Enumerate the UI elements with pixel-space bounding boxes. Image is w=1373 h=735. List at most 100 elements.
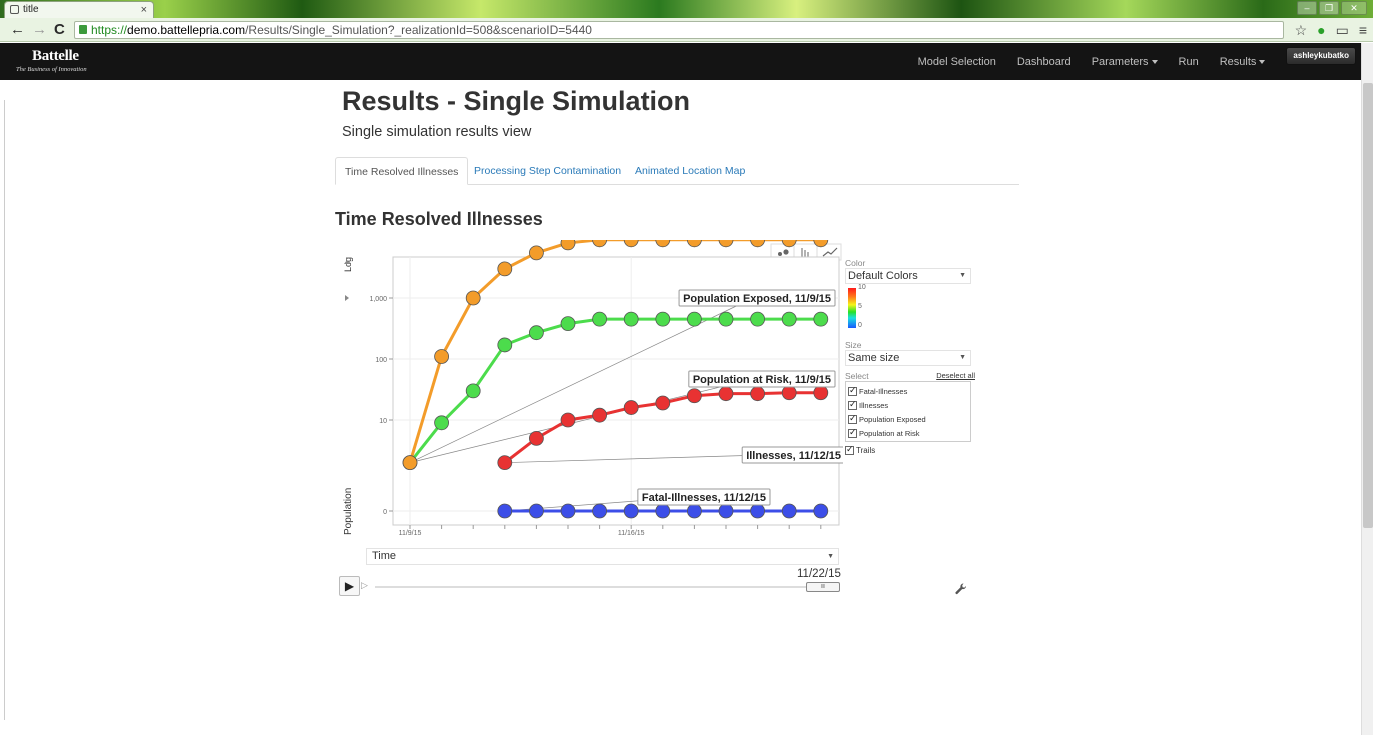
data-point <box>687 240 702 248</box>
play-button[interactable]: ▶ <box>339 576 360 596</box>
checkbox[interactable] <box>848 399 857 410</box>
data-point <box>623 400 639 415</box>
data-point <box>781 503 797 519</box>
bookmark-star-icon[interactable]: ☆ <box>1294 22 1308 38</box>
caret-down-icon <box>1151 59 1158 64</box>
list-item[interactable]: Population Exposed <box>848 412 970 426</box>
nav-results[interactable]: Results <box>1220 56 1266 68</box>
data-point <box>560 503 576 519</box>
y-axis-arrow-icon <box>345 295 349 301</box>
maximize-icon[interactable]: ❐ <box>1319 1 1339 15</box>
data-point <box>781 311 797 327</box>
size-select[interactable]: Same size ▼ <box>845 350 971 366</box>
checkbox[interactable] <box>848 385 857 396</box>
callout-text: Fatal-Illnesses, 11/12/15 <box>642 492 766 504</box>
data-point <box>560 240 576 251</box>
tab-animated-location-map[interactable]: Animated Location Map <box>635 165 746 177</box>
y-tick-label: 10 <box>379 418 387 425</box>
entity-select-list: Fatal-Illnesses Illnesses Population Exp… <box>845 381 971 442</box>
browser-tab[interactable]: title × <box>4 1 154 18</box>
brand-logo[interactable]: Battelle The Business of Innovation <box>16 48 87 73</box>
data-point <box>718 311 734 327</box>
extension-icon[interactable]: ● <box>1317 22 1326 38</box>
y-tick-label: 1,000 <box>369 296 387 303</box>
list-item[interactable]: Illnesses <box>848 398 970 412</box>
color-select[interactable]: Default Colors ▼ <box>845 268 971 284</box>
callout-text: Population at Risk, 11/9/15 <box>693 374 831 386</box>
x-axis-select[interactable]: Time ▼ <box>366 548 839 565</box>
y-tick-label: 100 <box>375 357 387 364</box>
wrench-svg <box>955 583 967 595</box>
nav-model-selection[interactable]: Model Selection <box>917 55 996 68</box>
tab-time-resolved-illnesses[interactable]: Time Resolved Illnesses <box>335 157 469 185</box>
bar-view-icon[interactable] <box>801 248 809 257</box>
data-point <box>528 430 544 446</box>
series-marks[interactable] <box>402 240 829 519</box>
time-slider-track[interactable] <box>375 586 838 588</box>
callouts: Population Exposed, 11/9/15 Population at… <box>637 289 843 506</box>
checkbox[interactable] <box>848 413 857 424</box>
data-point <box>623 311 639 327</box>
x-tick-label: 11/9/15 <box>399 530 422 537</box>
data-point <box>592 407 608 423</box>
data-point <box>655 240 671 248</box>
color-select-value: Default Colors <box>848 270 918 282</box>
time-slider-thumb[interactable]: ıı <box>806 582 840 592</box>
motion-chart[interactable]: Log Population 0 10 100 1,000 11/9/15 11/16/1… <box>333 240 843 540</box>
url-host: demo.battellepria.com <box>127 23 246 37</box>
view-toggle-group <box>770 243 842 261</box>
cast-icon[interactable]: ▭ <box>1335 22 1349 38</box>
window-close-icon[interactable]: ✕ <box>1341 1 1367 15</box>
y-axis-title: Population <box>343 488 354 535</box>
nav-parameters[interactable]: Parameters <box>1092 56 1158 68</box>
checkbox[interactable] <box>848 427 857 438</box>
callout-label: Population Exposed, 11/9/15 <box>678 289 836 307</box>
list-item[interactable]: Population at Risk <box>848 426 970 440</box>
trails-checkbox[interactable] <box>845 444 854 455</box>
step-forward-icon[interactable]: ▷ <box>361 580 368 590</box>
tab-close-icon[interactable]: × <box>140 4 147 16</box>
list-item-label: Fatal-Illnesses <box>859 386 908 396</box>
data-point <box>465 383 481 399</box>
nav-run[interactable]: Run <box>1178 55 1199 68</box>
colorbar-tick-max: 10 <box>858 284 866 291</box>
user-menu-button[interactable]: ashleykubatko <box>1286 46 1356 65</box>
data-point <box>655 503 671 519</box>
trails-label: Trails <box>856 445 876 455</box>
tab-processing-step-contamination[interactable]: Processing Step Contamination <box>474 165 622 177</box>
trails-toggle[interactable]: Trails <box>845 443 975 457</box>
back-arrow-icon[interactable]: ← <box>10 21 25 38</box>
bubble-view-icon[interactable] <box>778 249 789 256</box>
select-label: Select <box>845 371 869 381</box>
toolbar-actions: ☆ ● ▭ ≡ <box>1295 20 1367 40</box>
address-bar[interactable]: https://demo.battellepria.com/Results/Si… <box>74 21 1284 39</box>
nav-results-label: Results <box>1219 55 1257 68</box>
page-subtitle: Single simulation results view <box>342 124 532 140</box>
url-path: /Results/Single_Simulation?_realizationI… <box>245 23 592 37</box>
list-item-label: Population Exposed <box>859 414 926 424</box>
nav-dashboard[interactable]: Dashboard <box>1016 55 1071 68</box>
page-favicon-icon <box>10 5 19 14</box>
data-point <box>750 240 765 248</box>
deselect-all-link[interactable]: Deselect all <box>936 371 975 380</box>
chrome-menu-icon[interactable]: ≡ <box>1358 22 1367 38</box>
data-point <box>497 337 513 353</box>
color-gradient-bar <box>848 288 856 328</box>
forward-arrow-icon[interactable]: → <box>32 21 47 38</box>
line-view-icon[interactable] <box>822 247 838 257</box>
list-item[interactable]: Fatal-Illnesses <box>848 384 970 398</box>
chevron-down-icon: ▼ <box>959 354 966 361</box>
wrench-settings-icon[interactable] <box>955 583 967 598</box>
callout-label: Population at Risk, 11/9/15 <box>688 370 836 388</box>
caret-down-icon <box>1259 59 1266 64</box>
data-point <box>750 386 766 402</box>
scrollbar-thumb[interactable] <box>1363 83 1373 528</box>
y-axis-control[interactable]: Log Population <box>343 257 354 535</box>
data-point <box>592 240 607 248</box>
page-scrollbar[interactable] <box>1361 43 1373 735</box>
minimize-icon[interactable]: – <box>1297 1 1317 15</box>
data-point <box>560 316 576 332</box>
data-point <box>686 503 702 519</box>
reload-icon[interactable]: C <box>54 21 65 38</box>
data-point <box>434 415 449 431</box>
